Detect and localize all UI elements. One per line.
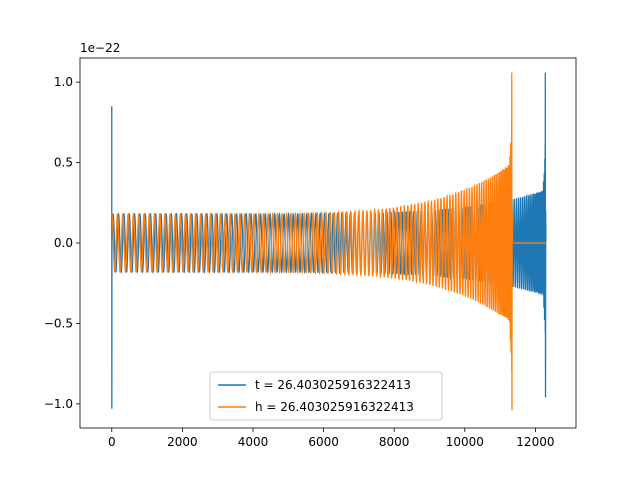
y-tick-label: 0.0	[54, 236, 73, 250]
x-tick-label: 0	[108, 435, 116, 449]
legend-box	[209, 371, 443, 421]
x-tick-label: 6000	[308, 435, 339, 449]
x-tick-label: 12000	[516, 435, 554, 449]
legend: t = 26.403025916322413 h = 26.4030259163…	[209, 371, 443, 421]
y-tick-label: 0.5	[54, 156, 73, 170]
y-tick-label: 1.0	[54, 75, 73, 89]
y-axis: −1.0 −0.5 0.0 0.5 1.0	[44, 75, 80, 411]
x-tick-label: 8000	[379, 435, 410, 449]
x-tick-label: 2000	[167, 435, 198, 449]
legend-label-h: h = 26.403025916322413	[255, 400, 414, 414]
x-axis: 0 2000 4000 6000 8000 10000 12000	[108, 428, 554, 449]
y-offset-label: 1e−22	[80, 41, 120, 55]
series-layer	[111, 72, 547, 411]
series-line-1	[111, 72, 547, 411]
legend-label-t: t = 26.403025916322413	[255, 378, 411, 392]
y-tick-label: −0.5	[44, 316, 73, 330]
y-tick-label: −1.0	[44, 397, 73, 411]
x-tick-label: 10000	[446, 435, 484, 449]
x-tick-label: 4000	[238, 435, 269, 449]
